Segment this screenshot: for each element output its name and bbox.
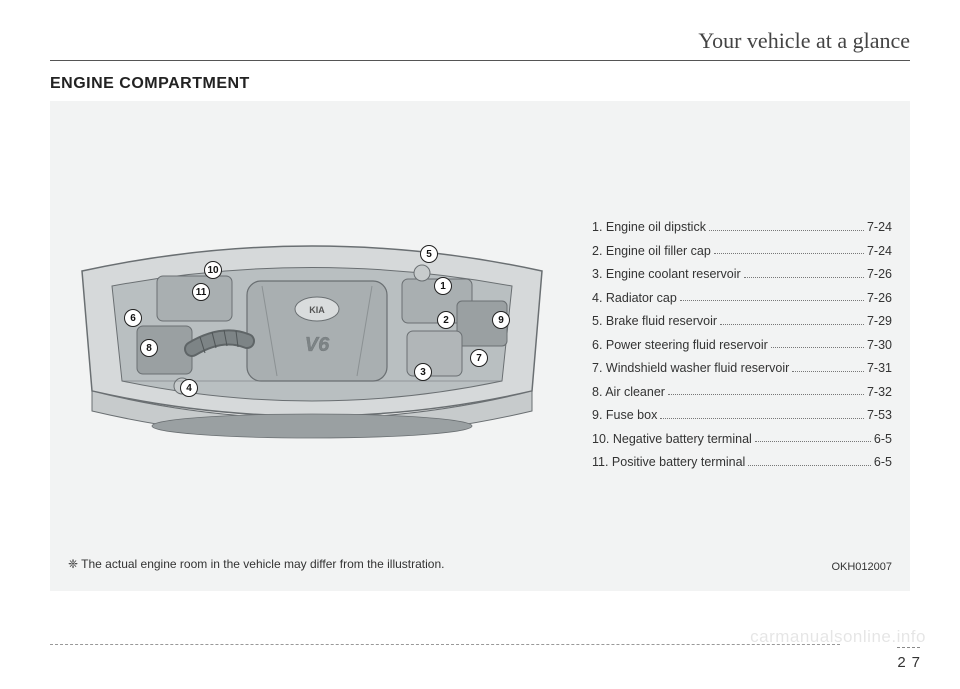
parts-list: 1. Engine oil dipstick 7-24 2. Engine oil… [592,221,892,480]
part-page: 7-31 [867,362,892,375]
part-label: 8. Air cleaner [592,386,665,399]
part-label: 7. Windshield washer fluid reservoir [592,362,789,375]
part-label: 10. Negative battery terminal [592,433,752,446]
part-label: 3. Engine coolant reservoir [592,268,741,281]
watermark: carmanualsonline.info [750,627,926,647]
footnote: ❈ The actual engine room in the vehicle … [68,557,444,571]
svg-text:V6: V6 [305,334,330,356]
part-label: 4. Radiator cap [592,292,677,305]
part-label: 6. Power steering fluid reservoir [592,339,768,352]
svg-text:KIA: KIA [309,305,325,315]
figure-code: OKH012007 [831,561,892,573]
part-page: 6-5 [874,456,892,469]
part-page: 7-32 [867,386,892,399]
callout-10: 10 [204,261,222,279]
parts-row: 4. Radiator cap 7-26 [592,292,892,305]
page-no: 7 [912,654,920,671]
part-page: 7-30 [867,339,892,352]
parts-row: 3. Engine coolant reservoir 7-26 [592,268,892,281]
part-page: 7-24 [867,221,892,234]
part-label: 1. Engine oil dipstick [592,221,706,234]
callout-2: 2 [437,311,455,329]
part-page: 7-53 [867,409,892,422]
parts-row: 6. Power steering fluid reservoir 7-30 [592,339,892,352]
chapter-number: 2 [897,654,905,671]
part-page: 7-26 [867,292,892,305]
part-label: 11. Positive battery terminal [592,456,745,469]
callout-9: 9 [492,311,510,329]
callout-11: 11 [192,283,210,301]
callout-3: 3 [414,363,432,381]
page-number: 27 [897,647,920,671]
callout-6: 6 [124,309,142,327]
part-page: 7-24 [867,245,892,258]
callout-1: 1 [434,277,452,295]
footer-dashline [50,644,840,645]
parts-row: 7. Windshield washer fluid reservoir 7-31 [592,362,892,375]
engine-diagram: KIA V6 [62,231,562,481]
part-page: 7-29 [867,315,892,328]
part-label: 2. Engine oil filler cap [592,245,711,258]
part-page: 7-26 [867,268,892,281]
parts-row: 5. Brake fluid reservoir 7-29 [592,315,892,328]
section-title: ENGINE COMPARTMENT [50,75,910,93]
parts-row: 2. Engine oil filler cap 7-24 [592,245,892,258]
parts-row: 8. Air cleaner 7-32 [592,386,892,399]
parts-row: 11. Positive battery terminal 6-5 [592,456,892,469]
callout-4: 4 [180,379,198,397]
callout-7: 7 [470,349,488,367]
part-label: 5. Brake fluid reservoir [592,315,717,328]
part-label: 9. Fuse box [592,409,657,422]
parts-row: 9. Fuse box 7-53 [592,409,892,422]
figure-panel: KIA V6 [50,101,910,591]
part-page: 6-5 [874,433,892,446]
callout-8: 8 [140,339,158,357]
page-header: Your vehicle at a glance [50,28,910,61]
parts-row: 10. Negative battery terminal 6-5 [592,433,892,446]
callout-5: 5 [420,245,438,263]
header-title: Your vehicle at a glance [698,28,910,53]
parts-row: 1. Engine oil dipstick 7-24 [592,221,892,234]
